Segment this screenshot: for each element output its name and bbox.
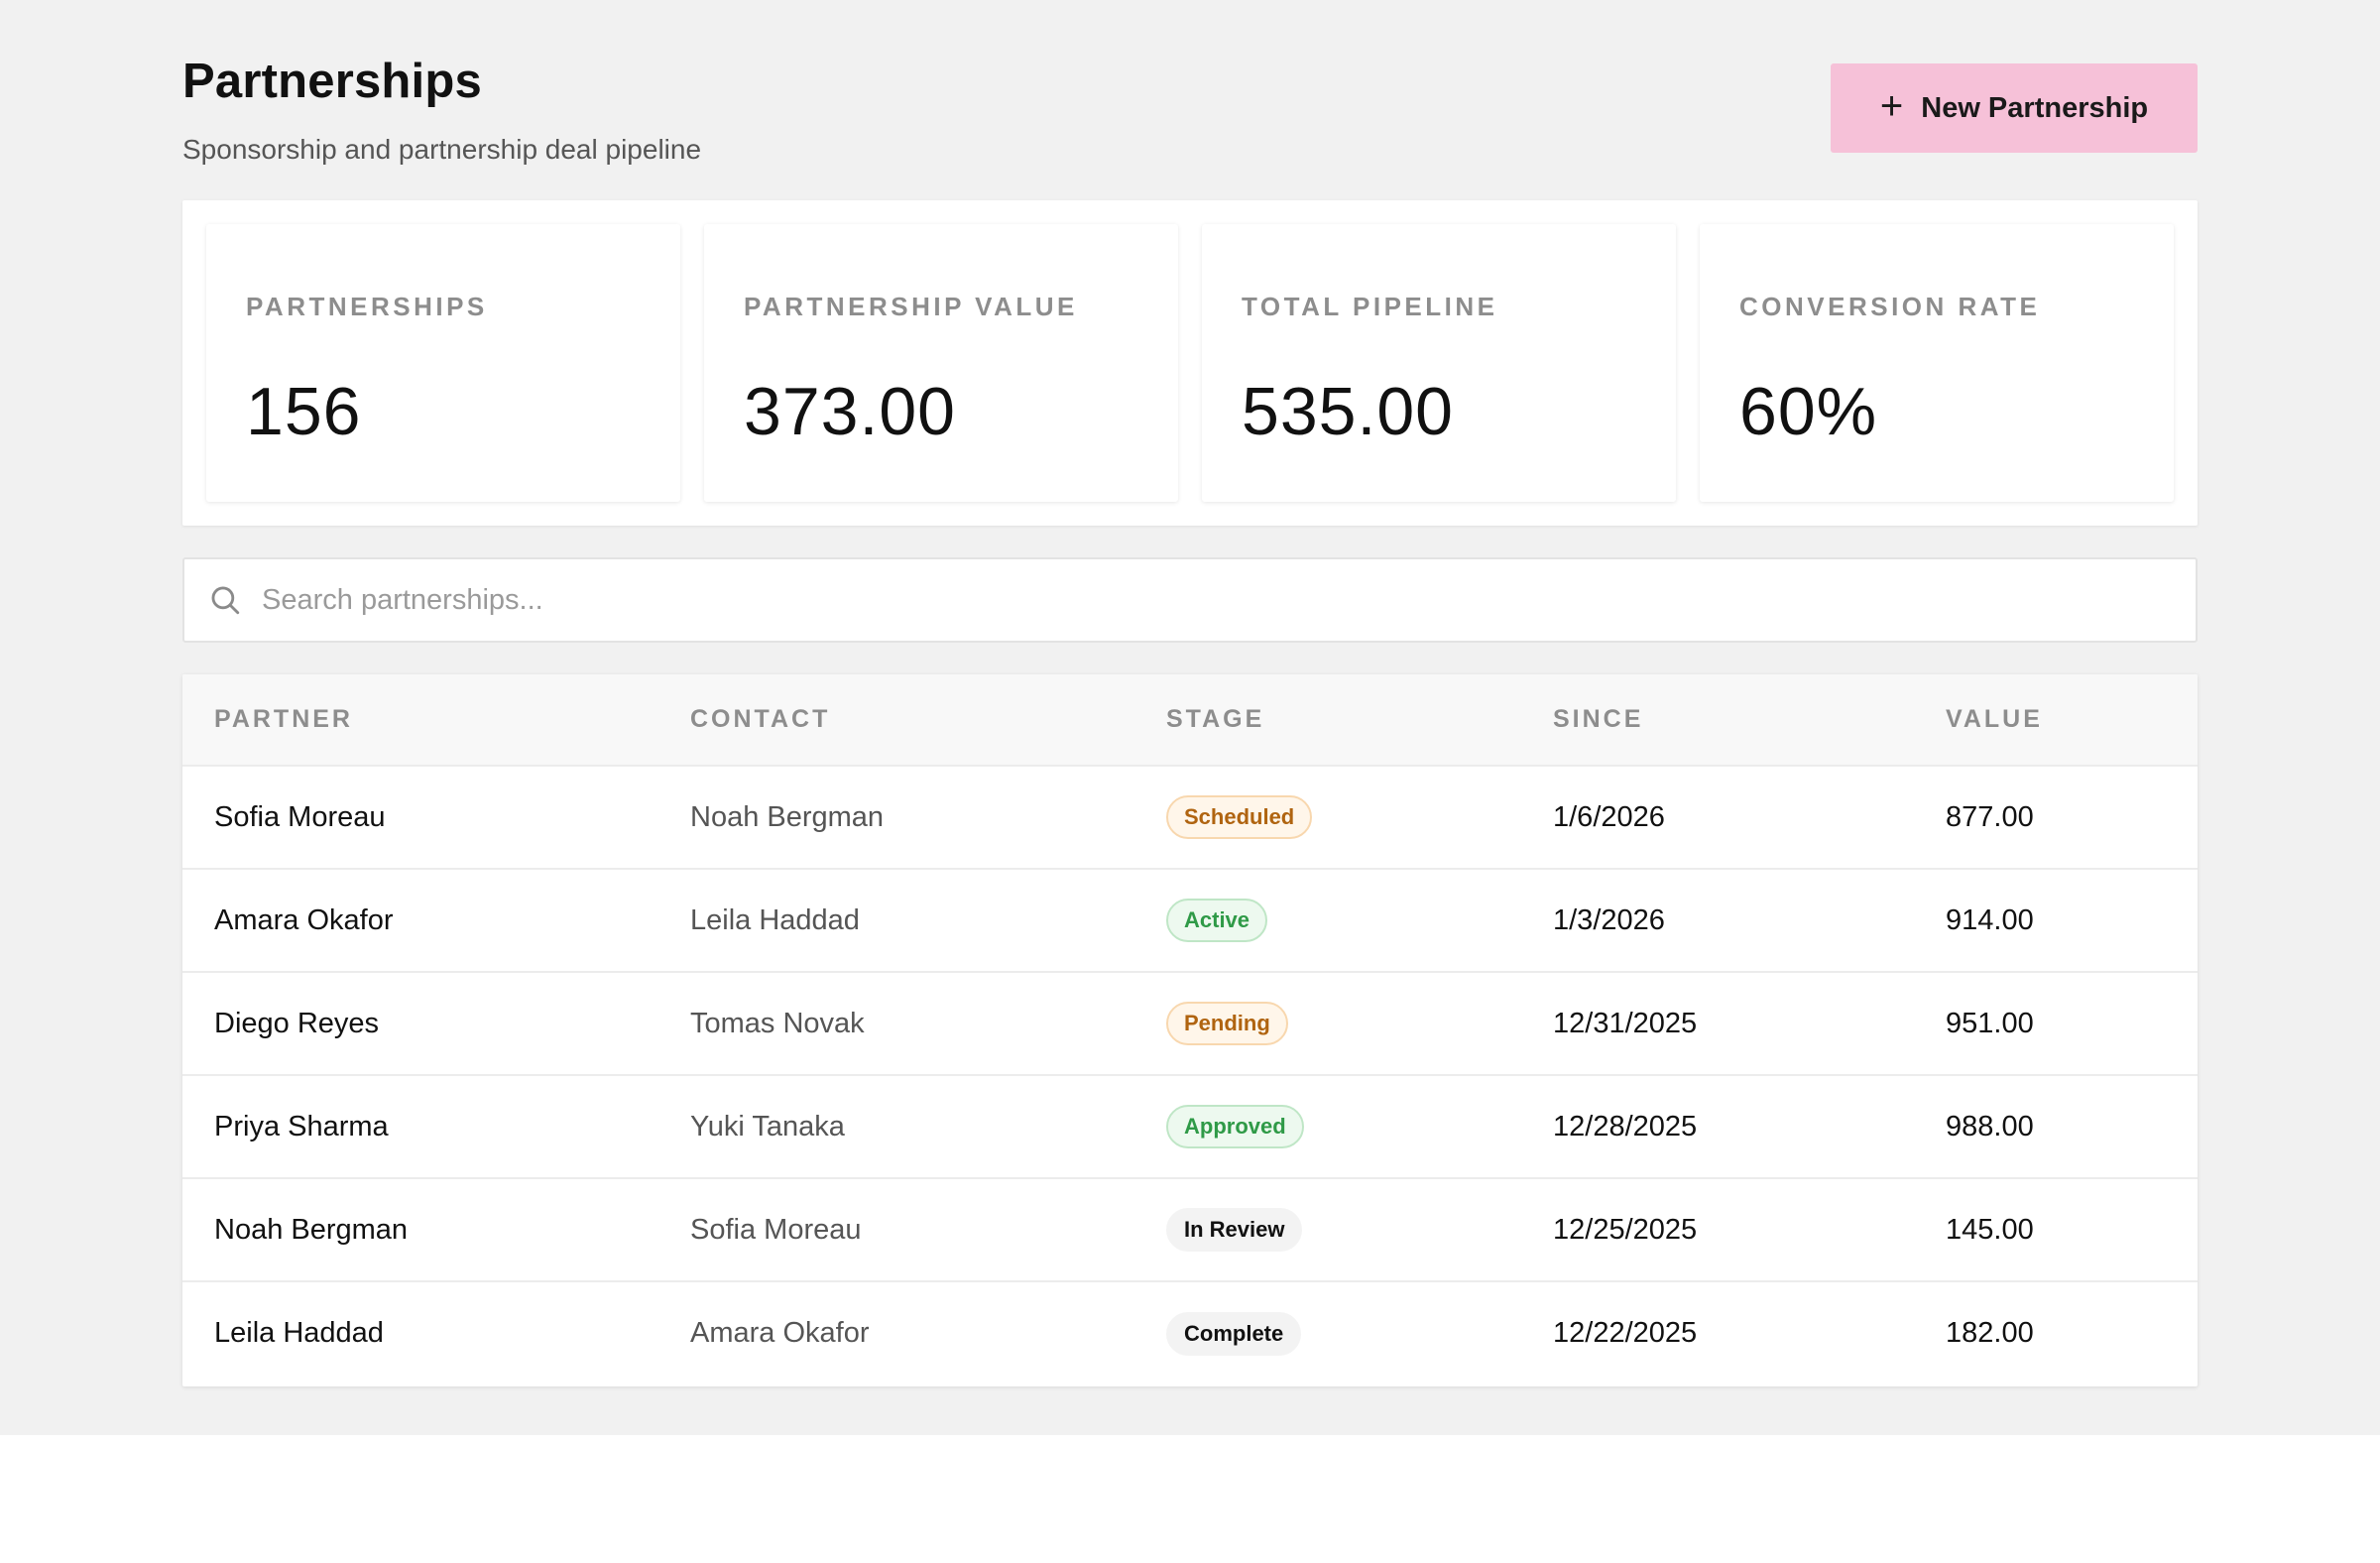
stage-cell: Pending (1134, 972, 1521, 1075)
stage-cell: Active (1134, 869, 1521, 972)
partner-cell: Priya Sharma (214, 1110, 389, 1142)
stat-label: PARTNERSHIP VALUE (744, 292, 1078, 321)
since-cell: 12/31/2025 (1553, 1007, 1698, 1039)
table-row[interactable]: Noah Bergman Sofia Moreau In Review 12/2… (182, 1178, 2198, 1281)
table-row[interactable]: Amara Okafor Leila Haddad Active 1/3/202… (182, 869, 2198, 972)
stat-label: PARTNERSHIPS (246, 292, 488, 321)
value-cell: 988.00 (1946, 1110, 2034, 1142)
stat-card-partnerships: PARTNERSHIPS 156 (206, 224, 680, 502)
column-header-contact[interactable]: CONTACT (690, 705, 831, 733)
contact-cell: Leila Haddad (690, 903, 860, 936)
value-cell: 877.00 (1946, 800, 2034, 833)
value-cell: 182.00 (1946, 1317, 2034, 1349)
since-cell: 12/25/2025 (1553, 1213, 1698, 1246)
new-partnership-button-label: New Partnership (1921, 91, 2149, 124)
table-header-row: PARTNER CONTACT STAGE SINCE VALUE (182, 674, 2198, 766)
column-header-value[interactable]: VALUE (1946, 705, 2043, 733)
stat-label: CONVERSION RATE (1739, 292, 2041, 321)
partner-cell: Amara Okafor (214, 903, 394, 936)
partner-cell: Diego Reyes (214, 1007, 380, 1039)
value-cell: 145.00 (1946, 1213, 2034, 1246)
stage-cell: Scheduled (1134, 766, 1521, 869)
partner-cell: Leila Haddad (214, 1317, 384, 1349)
since-cell: 12/28/2025 (1553, 1110, 1698, 1142)
stat-value: 535.00 (1242, 374, 1454, 449)
value-cell: 951.00 (1946, 1007, 2034, 1039)
status-badge: Scheduled (1166, 795, 1313, 839)
partner-cell: Noah Bergman (214, 1213, 409, 1246)
since-cell: 12/22/2025 (1553, 1317, 1698, 1349)
stage-cell: Approved (1134, 1075, 1521, 1178)
column-header-since[interactable]: SINCE (1553, 705, 1644, 733)
table-row[interactable]: Sofia Moreau Noah Bergman Scheduled 1/6/… (182, 766, 2198, 869)
plus-icon: + (1879, 84, 1904, 128)
column-header-stage[interactable]: STAGE (1166, 705, 1265, 733)
status-badge: Complete (1166, 1311, 1302, 1356)
contact-cell: Noah Bergman (690, 800, 885, 833)
search-bar[interactable] (182, 557, 2198, 643)
column-header-partner[interactable]: PARTNER (214, 705, 353, 733)
stat-card-partnership-value: PARTNERSHIP VALUE 373.00 (704, 224, 1178, 502)
stage-cell: Complete (1134, 1281, 1521, 1384)
page-title: Partnerships (182, 55, 482, 108)
stat-value: 373.00 (744, 374, 956, 449)
status-badge: Approved (1166, 1105, 1304, 1148)
since-cell: 1/3/2026 (1553, 903, 1665, 936)
status-badge: Pending (1166, 1002, 1288, 1045)
stage-cell: In Review (1134, 1178, 1521, 1281)
stat-value: 60% (1739, 374, 1878, 449)
table-row[interactable]: Priya Sharma Yuki Tanaka Approved 12/28/… (182, 1075, 2198, 1178)
stat-value: 156 (246, 374, 362, 449)
search-icon (211, 586, 240, 615)
contact-cell: Tomas Novak (690, 1007, 865, 1039)
table-row[interactable]: Diego Reyes Tomas Novak Pending 12/31/20… (182, 972, 2198, 1075)
value-cell: 914.00 (1946, 903, 2034, 936)
status-badge: Active (1166, 899, 1268, 942)
status-badge: In Review (1166, 1208, 1303, 1252)
stat-card-total-pipeline: TOTAL PIPELINE 535.00 (1202, 224, 1676, 502)
contact-cell: Sofia Moreau (690, 1213, 862, 1246)
since-cell: 1/6/2026 (1553, 800, 1665, 833)
page-header: Partnerships Sponsorship and partnership… (182, 52, 701, 167)
stat-label: TOTAL PIPELINE (1242, 292, 1498, 321)
page-subtitle: Sponsorship and partnership deal pipelin… (182, 134, 702, 165)
table-row[interactable]: Leila Haddad Amara Okafor Complete 12/22… (182, 1281, 2198, 1384)
contact-cell: Amara Okafor (690, 1317, 870, 1349)
new-partnership-button[interactable]: + New Partnership (1831, 63, 2198, 153)
stats-panel: PARTNERSHIPS 156 PARTNERSHIP VALUE 373.0… (182, 200, 2198, 526)
stat-card-conversion-rate: CONVERSION RATE 60% (1700, 224, 2174, 502)
partnerships-table: PARTNER CONTACT STAGE SINCE VALUE Sofia … (182, 674, 2198, 1386)
search-input[interactable] (262, 583, 2146, 617)
contact-cell: Yuki Tanaka (690, 1110, 845, 1142)
partner-cell: Sofia Moreau (214, 800, 386, 833)
